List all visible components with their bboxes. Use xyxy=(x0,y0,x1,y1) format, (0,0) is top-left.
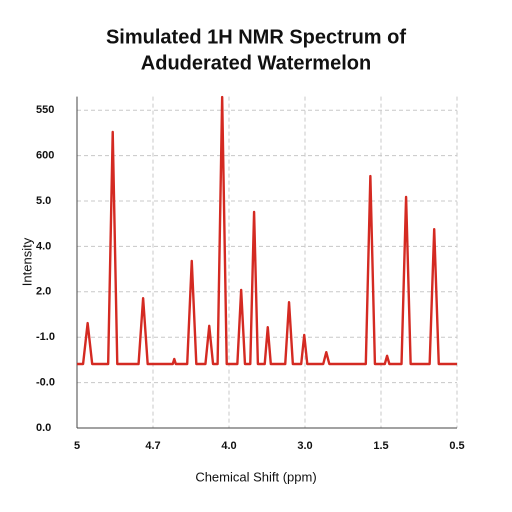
y-tick-label: 600 xyxy=(36,150,54,162)
spectrum-line xyxy=(77,95,457,366)
x-tick-label: 4.7 xyxy=(145,440,160,452)
y-tick-label: 2.0 xyxy=(36,286,51,298)
chart-title: Aduderated Watermelon xyxy=(141,52,371,74)
y-tick-label: 0.0 xyxy=(36,422,51,434)
y-axis-label: Intensity xyxy=(19,237,34,286)
y-tick-label: -1.0 xyxy=(36,331,55,343)
y-tick-label: 5.0 xyxy=(36,195,51,207)
chart-title: Simulated 1H NMR Spectrum of xyxy=(106,26,406,48)
x-axis-label: Chemical Shift (ppm) xyxy=(195,469,316,484)
y-tick-label: 550 xyxy=(36,104,54,116)
x-tick-label: 5 xyxy=(74,440,80,452)
y-tick-label: -0.0 xyxy=(36,377,55,389)
x-tick-label: 3.0 xyxy=(297,440,312,452)
y-tick-label: 4.0 xyxy=(36,240,51,252)
x-tick-label: 1.5 xyxy=(373,440,388,452)
x-tick-label: 4.0 xyxy=(221,440,236,452)
x-tick-label: 0.5 xyxy=(449,440,464,452)
